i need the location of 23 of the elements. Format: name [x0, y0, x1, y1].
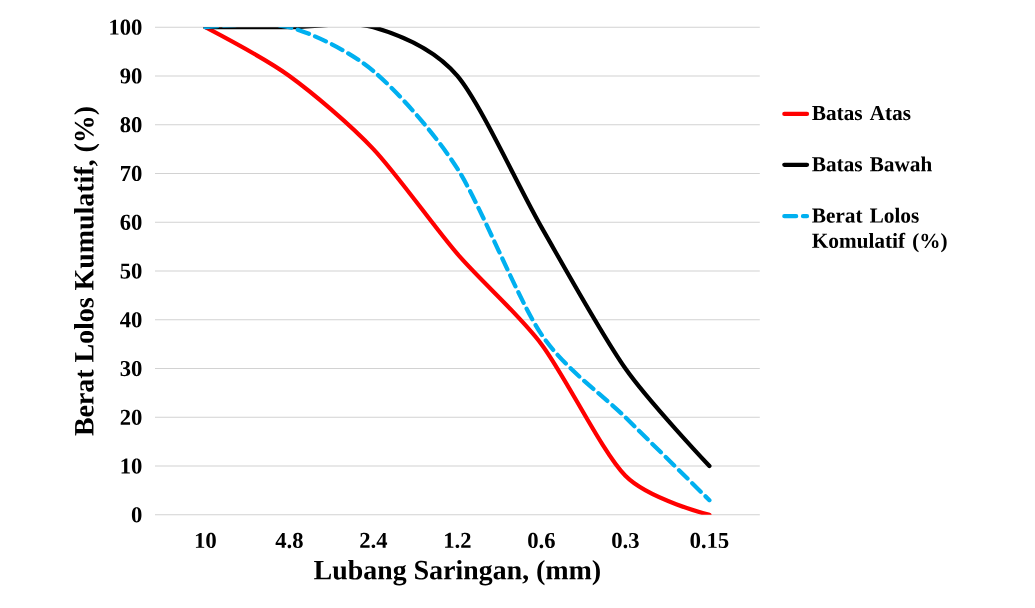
y-tick-label: 70	[121, 165, 142, 182]
y-tick-label: 0	[131, 507, 142, 523]
legend-label: Berat Lolos Komulatif (%)	[812, 207, 947, 253]
y-tick-label: 80	[120, 117, 142, 133]
y-tick-label: 10	[121, 458, 142, 474]
y-tick-label: 60	[120, 214, 142, 230]
y-tick-label: 90	[120, 68, 142, 84]
y-tick-label: 40	[120, 312, 142, 328]
x-tick-label: 2.4	[360, 532, 388, 548]
x-tick-label: 4.8	[275, 532, 303, 549]
y-tick-label: 20	[120, 409, 142, 425]
x-tick-label: 0.6	[528, 532, 555, 549]
x-axis-title: Lubang Saringan, (mm)	[314, 559, 600, 586]
x-tick-label: 0.3	[612, 532, 639, 549]
x-tick-label: 0.15	[690, 532, 729, 549]
x-tick-label: 1.2	[445, 532, 471, 548]
y-tick-label: 30	[120, 360, 142, 377]
y-tick-label: 100	[110, 19, 142, 35]
legend-label: Batas Bawah	[812, 156, 932, 172]
legend-label: Batas Atas	[812, 105, 911, 121]
x-tick-label: 10	[195, 532, 216, 548]
y-tick-label: 50	[120, 263, 142, 279]
y-axis-title: Berat Lolos Kumulatif, (%)	[73, 107, 100, 436]
